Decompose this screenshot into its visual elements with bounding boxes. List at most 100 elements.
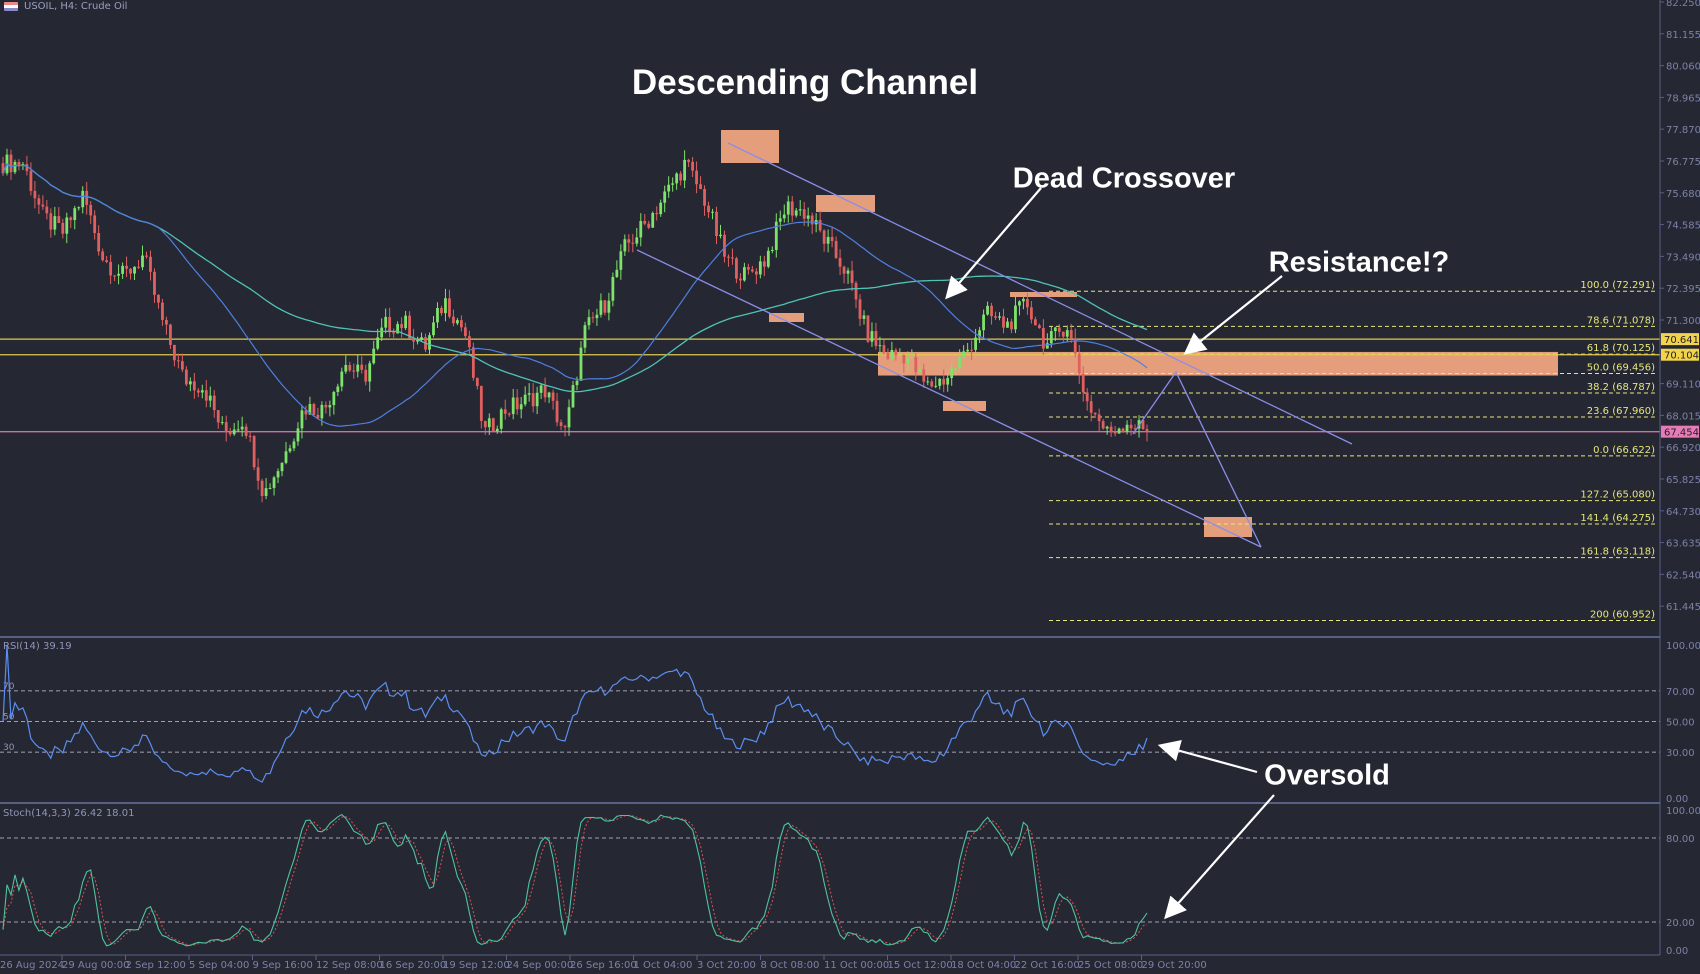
candle-body [926, 381, 930, 383]
candle-body [180, 361, 184, 370]
candle-body [392, 332, 396, 334]
candle-body [93, 215, 97, 234]
candle-body [1033, 319, 1037, 326]
candle-body [49, 213, 53, 230]
rsi-level-label: 30 [3, 743, 15, 753]
candle-body [1002, 316, 1005, 328]
candle-body [846, 270, 850, 274]
candle-body [1117, 428, 1121, 434]
candle-body [723, 234, 726, 257]
flag-icon [4, 2, 18, 11]
candle-body [1093, 412, 1097, 415]
symbol-title: USOIL, H4: Crude Oil [4, 1, 127, 12]
price-label-badge [1661, 425, 1699, 438]
price-tick-label: 73.490 [1666, 252, 1700, 263]
candle-body [922, 369, 926, 382]
channel-upper-line [727, 142, 1353, 445]
candle-body [149, 256, 152, 272]
fib-level-label: 0.0 (66.622) [1593, 445, 1655, 456]
candle-body [456, 320, 459, 324]
candle-body [220, 422, 224, 424]
candle-body [579, 347, 583, 381]
price-tick-label: 68.015 [1666, 411, 1700, 422]
candle-body [643, 221, 647, 224]
rsi-tick-label: 50.00 [1666, 718, 1695, 729]
candle-body [679, 173, 683, 181]
price-label-text: 70.104 [1664, 351, 1699, 362]
candle-body [296, 428, 300, 442]
candle-body [45, 206, 49, 214]
candle-body [428, 335, 431, 350]
candle-body [575, 380, 579, 386]
candle-body [794, 210, 798, 216]
price-tick-label: 81.155 [1666, 30, 1700, 41]
candle-body [288, 448, 292, 452]
fib-level-label: 50.0 (69.456) [1587, 363, 1655, 374]
candle-body [372, 348, 376, 364]
candle-body [248, 435, 252, 437]
price-tick-label: 82.250 [1666, 0, 1700, 9]
candle-body [671, 183, 675, 185]
candle-body [1089, 401, 1093, 413]
time-tick-label: 25 Oct 08:00 [1078, 960, 1143, 971]
resistance-zone [878, 351, 1558, 376]
stoch-k-line [2, 813, 1148, 947]
rsi-level-label: 50 [3, 713, 15, 723]
candle-body [659, 202, 663, 215]
candle-body [555, 400, 559, 423]
time-tick-label: 24 Sep 00:00 [507, 960, 574, 971]
candle-body [368, 363, 372, 382]
candle-body [1030, 307, 1033, 320]
annotation-dead-crossover: Dead Crossover [1012, 162, 1236, 195]
candle-body [818, 220, 822, 231]
candle-body [1010, 321, 1013, 330]
candle-body [141, 255, 144, 268]
time-tick-label: 18 Oct 04:00 [951, 960, 1016, 971]
candle-body [711, 211, 714, 213]
candle-body [1109, 426, 1113, 433]
candle-body [878, 345, 882, 347]
candle-body [707, 205, 710, 213]
candle-body [499, 409, 503, 429]
candle-body [615, 269, 619, 277]
candle-body [133, 266, 136, 274]
rsi-tick-label: 70.00 [1666, 687, 1695, 698]
candle-body [511, 397, 515, 414]
candle-body [412, 338, 415, 342]
candle-body [348, 365, 352, 371]
candle-body [731, 257, 734, 259]
candle-body [376, 337, 380, 349]
candle-body [527, 393, 531, 395]
annotation-resistance: Resistance!? [1268, 246, 1450, 279]
swing-high-box [721, 130, 779, 163]
candle-body [436, 307, 439, 323]
rsi-line [2, 644, 1148, 783]
candle-body [340, 371, 344, 387]
candle-body [950, 368, 954, 379]
candle-body [894, 350, 898, 356]
fib-level-label: 127.2 (65.080) [1580, 490, 1655, 501]
candle-body [117, 273, 120, 276]
candle-body [715, 211, 718, 237]
candle-body [1077, 353, 1081, 374]
annotation-oversold: Oversold [1264, 759, 1390, 792]
candle-body [778, 218, 782, 222]
candle-body [17, 161, 21, 166]
time-tick-label: 26 Sep 16:00 [570, 960, 637, 971]
candle-body [850, 270, 854, 284]
candle-body [519, 404, 523, 410]
candle-body [13, 161, 17, 173]
candle-body [1113, 432, 1117, 434]
price-tick-label: 76.775 [1666, 157, 1700, 168]
candle-body [420, 337, 423, 341]
candle-body [727, 256, 730, 258]
candle-body [81, 190, 85, 208]
candle-body [986, 305, 989, 315]
candle-body [982, 314, 985, 331]
candle-body [515, 397, 519, 410]
candle-body [667, 184, 671, 192]
candle-body [958, 357, 962, 368]
candle-body [85, 190, 89, 205]
candle-body [539, 385, 543, 393]
